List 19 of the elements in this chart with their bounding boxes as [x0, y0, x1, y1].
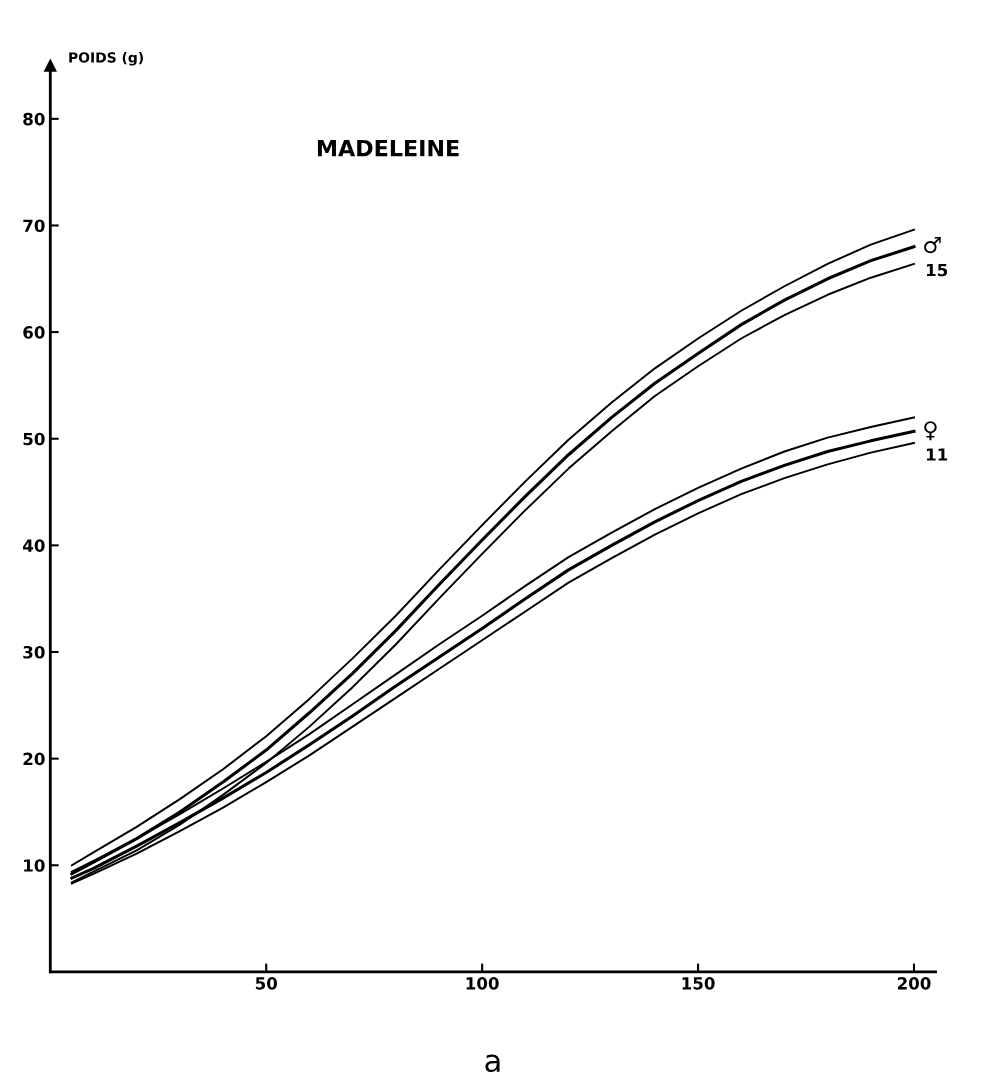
y-tick-label: 40 — [23, 539, 45, 552]
y-tick-label: 20 — [23, 752, 45, 766]
series-label: ♂ — [924, 236, 941, 254]
x-tick-label: 100 — [466, 977, 499, 990]
y-tick-label: 70 — [23, 219, 45, 233]
series-label: ♀ — [924, 421, 937, 441]
y-tick-label: 50 — [23, 432, 45, 446]
x-tick-label: 200 — [897, 977, 931, 990]
annotation: 11 — [926, 448, 948, 461]
text: MADELEINE — [317, 139, 459, 157]
y-tick-label: 30 — [23, 645, 45, 659]
x-tick-label: 50 — [255, 977, 278, 990]
y-tick-label: 60 — [23, 326, 45, 339]
y-axis-title: POIDS (g) — [69, 51, 143, 66]
annotation: 15 — [926, 263, 948, 277]
x-axis-title: a — [485, 1054, 500, 1073]
y-tick-label: 80 — [23, 112, 45, 126]
y-tick-label: 10 — [24, 859, 45, 872]
x-tick-label: 150 — [682, 977, 715, 990]
